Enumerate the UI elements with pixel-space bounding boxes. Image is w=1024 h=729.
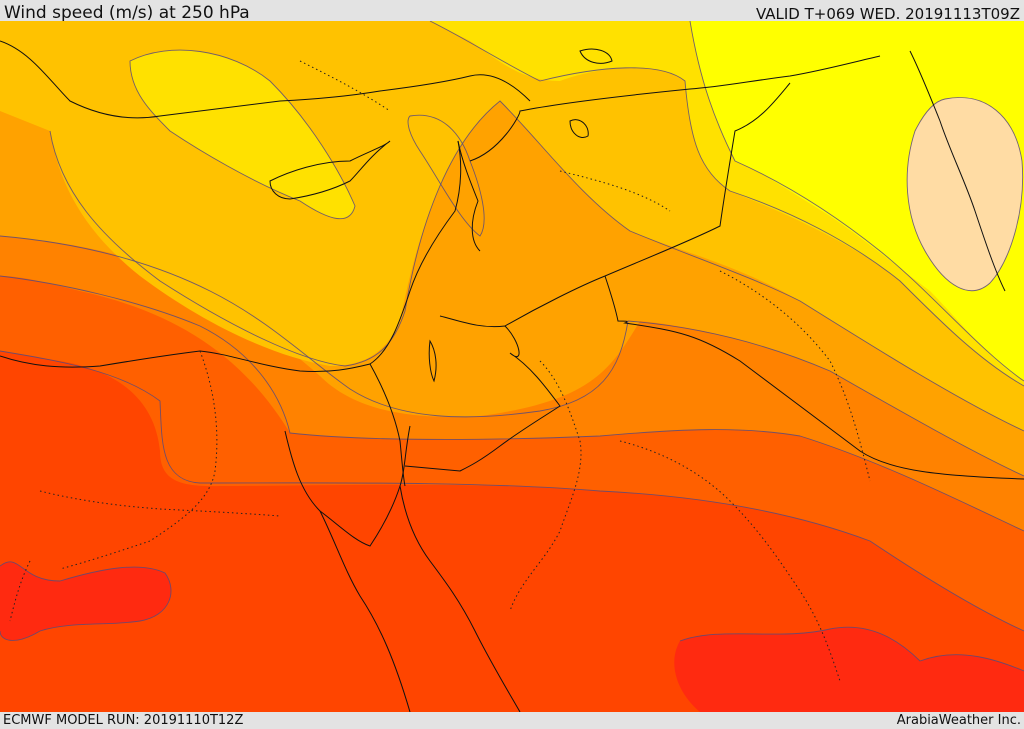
band-25-30-cyprus <box>130 50 355 219</box>
coastline-red-sea-east <box>399 485 521 712</box>
band-15-20-pocket <box>907 97 1023 291</box>
coastline-turkey <box>0 40 531 119</box>
border-lebanon-syria <box>457 140 481 252</box>
border-egypt-israel <box>369 363 406 487</box>
jet-core-southeast <box>674 627 1024 712</box>
coastline-cyprus <box>269 140 391 200</box>
coastline-persian-gulf <box>909 50 1006 292</box>
coastline-gulf-of-suez <box>284 425 411 547</box>
wind-speed-map <box>0 21 1024 712</box>
coastline-mediterranean <box>0 140 462 372</box>
chart-title: Wind speed (m/s) at 250 hPa <box>4 3 250 23</box>
coastline-lake <box>569 119 589 138</box>
map-canvas <box>0 21 1024 712</box>
coastline-dead-sea <box>428 339 437 383</box>
coastline-lake-van <box>579 48 613 64</box>
border-iraq-saudi <box>504 82 791 327</box>
border-syria-iraq <box>469 55 881 162</box>
border-saudi-kuwait <box>604 275 1024 480</box>
model-run: ECMWF MODEL RUN: 20191110T12Z <box>3 713 244 728</box>
jet-core-west <box>0 561 172 641</box>
valid-time: VALID T+069 WED. 20191113T09Z <box>755 5 1020 23</box>
border-jordan-saudi <box>404 315 561 472</box>
coastline-red-sea-west <box>319 510 411 712</box>
credit: ArabiaWeather Inc. <box>896 713 1021 728</box>
